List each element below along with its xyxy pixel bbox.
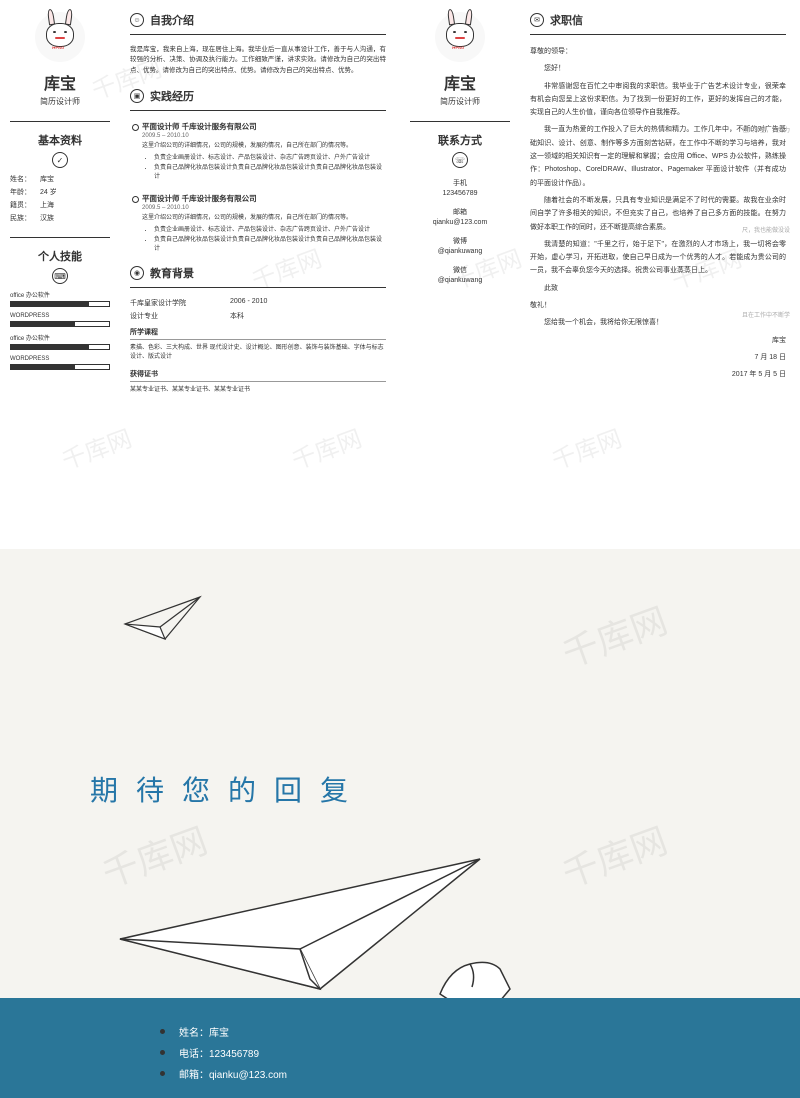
footer-row: 姓名：库宝: [160, 1024, 800, 1039]
footer: 姓名：库宝电话：123456789 邮箱：qianku@123.com: [0, 998, 800, 1098]
grad-icon: ◉: [130, 266, 144, 280]
salutation: 尊敬的领导：: [530, 45, 786, 58]
certs-h: 获得证书: [130, 369, 386, 379]
avatar: I♥PNG: [435, 12, 485, 62]
basic-row: 年龄：24 岁: [10, 187, 110, 197]
annotation: 且在工作中不断学: [742, 310, 790, 319]
skill-item: WORDPRESS: [10, 356, 110, 370]
closing1: 此致: [530, 282, 786, 295]
footer-row: 电话：123456789: [160, 1045, 800, 1060]
courses-h: 所学课程: [130, 327, 386, 337]
skills-icon: ⌨: [52, 268, 68, 284]
contact-item: 微博@qiankuwang: [410, 236, 510, 255]
annotation: 尺，我也能做没设: [742, 225, 790, 234]
footer-row: 邮箱：qianku@123.com: [160, 1066, 800, 1081]
letter-para: 非常感谢您在百忙之中审阅我的求职信。我毕业于广告艺术设计专业，很荣幸有机会向您呈…: [530, 80, 786, 120]
check-icon: ✓: [52, 152, 68, 168]
bunny-icon: I♥PNG: [40, 17, 80, 57]
exp-item: 平面设计师 千库设计服务有限公司2009.5 – 2010.10这里介绍公司的详…: [130, 193, 386, 255]
paper-plane-hand-icon: [100, 839, 520, 1009]
edu-years: 2006 - 2010: [230, 298, 267, 308]
sign-date1: 7 月 18 日: [530, 351, 786, 364]
skill-item: office 办公软件: [10, 290, 110, 307]
edu-school: 千库皇家设计学院: [130, 298, 230, 308]
reply-title: 期待您的回复: [90, 769, 366, 809]
bunny-icon: I♥PNG: [440, 17, 480, 57]
sign-date2: 2017 年 5 月 5 日: [530, 368, 786, 381]
letter-para: 我清楚的知道："千里之行，始于足下"，在激烈的人才市场上，我一切将会零开始，虚心…: [530, 238, 786, 278]
person-icon: ☺: [130, 13, 144, 27]
skills-heading: 个人技能: [10, 248, 110, 264]
intro-text: 我是库宝，我来自上海，现在居住上海。我毕业后一直从事设计工作，善于与人沟通，有较…: [130, 45, 386, 76]
basic-row: 籍贯：上海: [10, 200, 110, 210]
edu-heading: 教育背景: [150, 265, 194, 281]
paper-plane-icon: [120, 589, 210, 649]
sign-name: 库宝: [530, 334, 786, 347]
basic-row: 姓名：库宝: [10, 174, 110, 184]
contact-item: 微信@qiankuwang: [410, 265, 510, 284]
avatar: I♥PNG: [35, 12, 85, 62]
edu-degree: 本科: [230, 311, 244, 321]
contact-heading: 联系方式: [410, 132, 510, 148]
courses: 素描、色彩、三大构成、世界 现代设计史、设计概论、图形创意、装饰与装饰基础、字体…: [130, 344, 386, 363]
edu-major: 设计专业: [130, 311, 230, 321]
skill-item: office 办公软件: [10, 333, 110, 350]
profile-name: 库宝: [410, 70, 510, 94]
watermark: 千库网: [554, 812, 673, 898]
certs: 某某专业证书、某某专业证书、某某专业证书: [130, 386, 386, 396]
profile-subtitle: 简历设计师: [410, 96, 510, 107]
skill-item: WORDPRESS: [10, 313, 110, 327]
intro-heading: 自我介绍: [150, 12, 194, 28]
basic-row: 民族：汉族: [10, 213, 110, 223]
basic-heading: 基本资料: [10, 132, 110, 148]
exp-heading: 实践经历: [150, 88, 194, 104]
letter-heading: 求职信: [550, 12, 583, 28]
contact-item: 手机123456789: [410, 178, 510, 197]
contact-item: 邮箱qianku@123.com: [410, 207, 510, 226]
exp-item: 平面设计师 千库设计服务有限公司2009.5 – 2010.10这里介绍公司的详…: [130, 121, 386, 183]
letter-icon: ✉: [530, 13, 544, 27]
profile-name: 库宝: [10, 70, 110, 94]
contact-icon: ☏: [452, 152, 468, 168]
watermark: 千库网: [554, 592, 673, 678]
briefcase-icon: ▣: [130, 89, 144, 103]
greeting: 您好！: [530, 62, 786, 75]
annotation: 在大学里，我努力: [742, 125, 790, 134]
profile-subtitle: 简历设计师: [10, 96, 110, 107]
